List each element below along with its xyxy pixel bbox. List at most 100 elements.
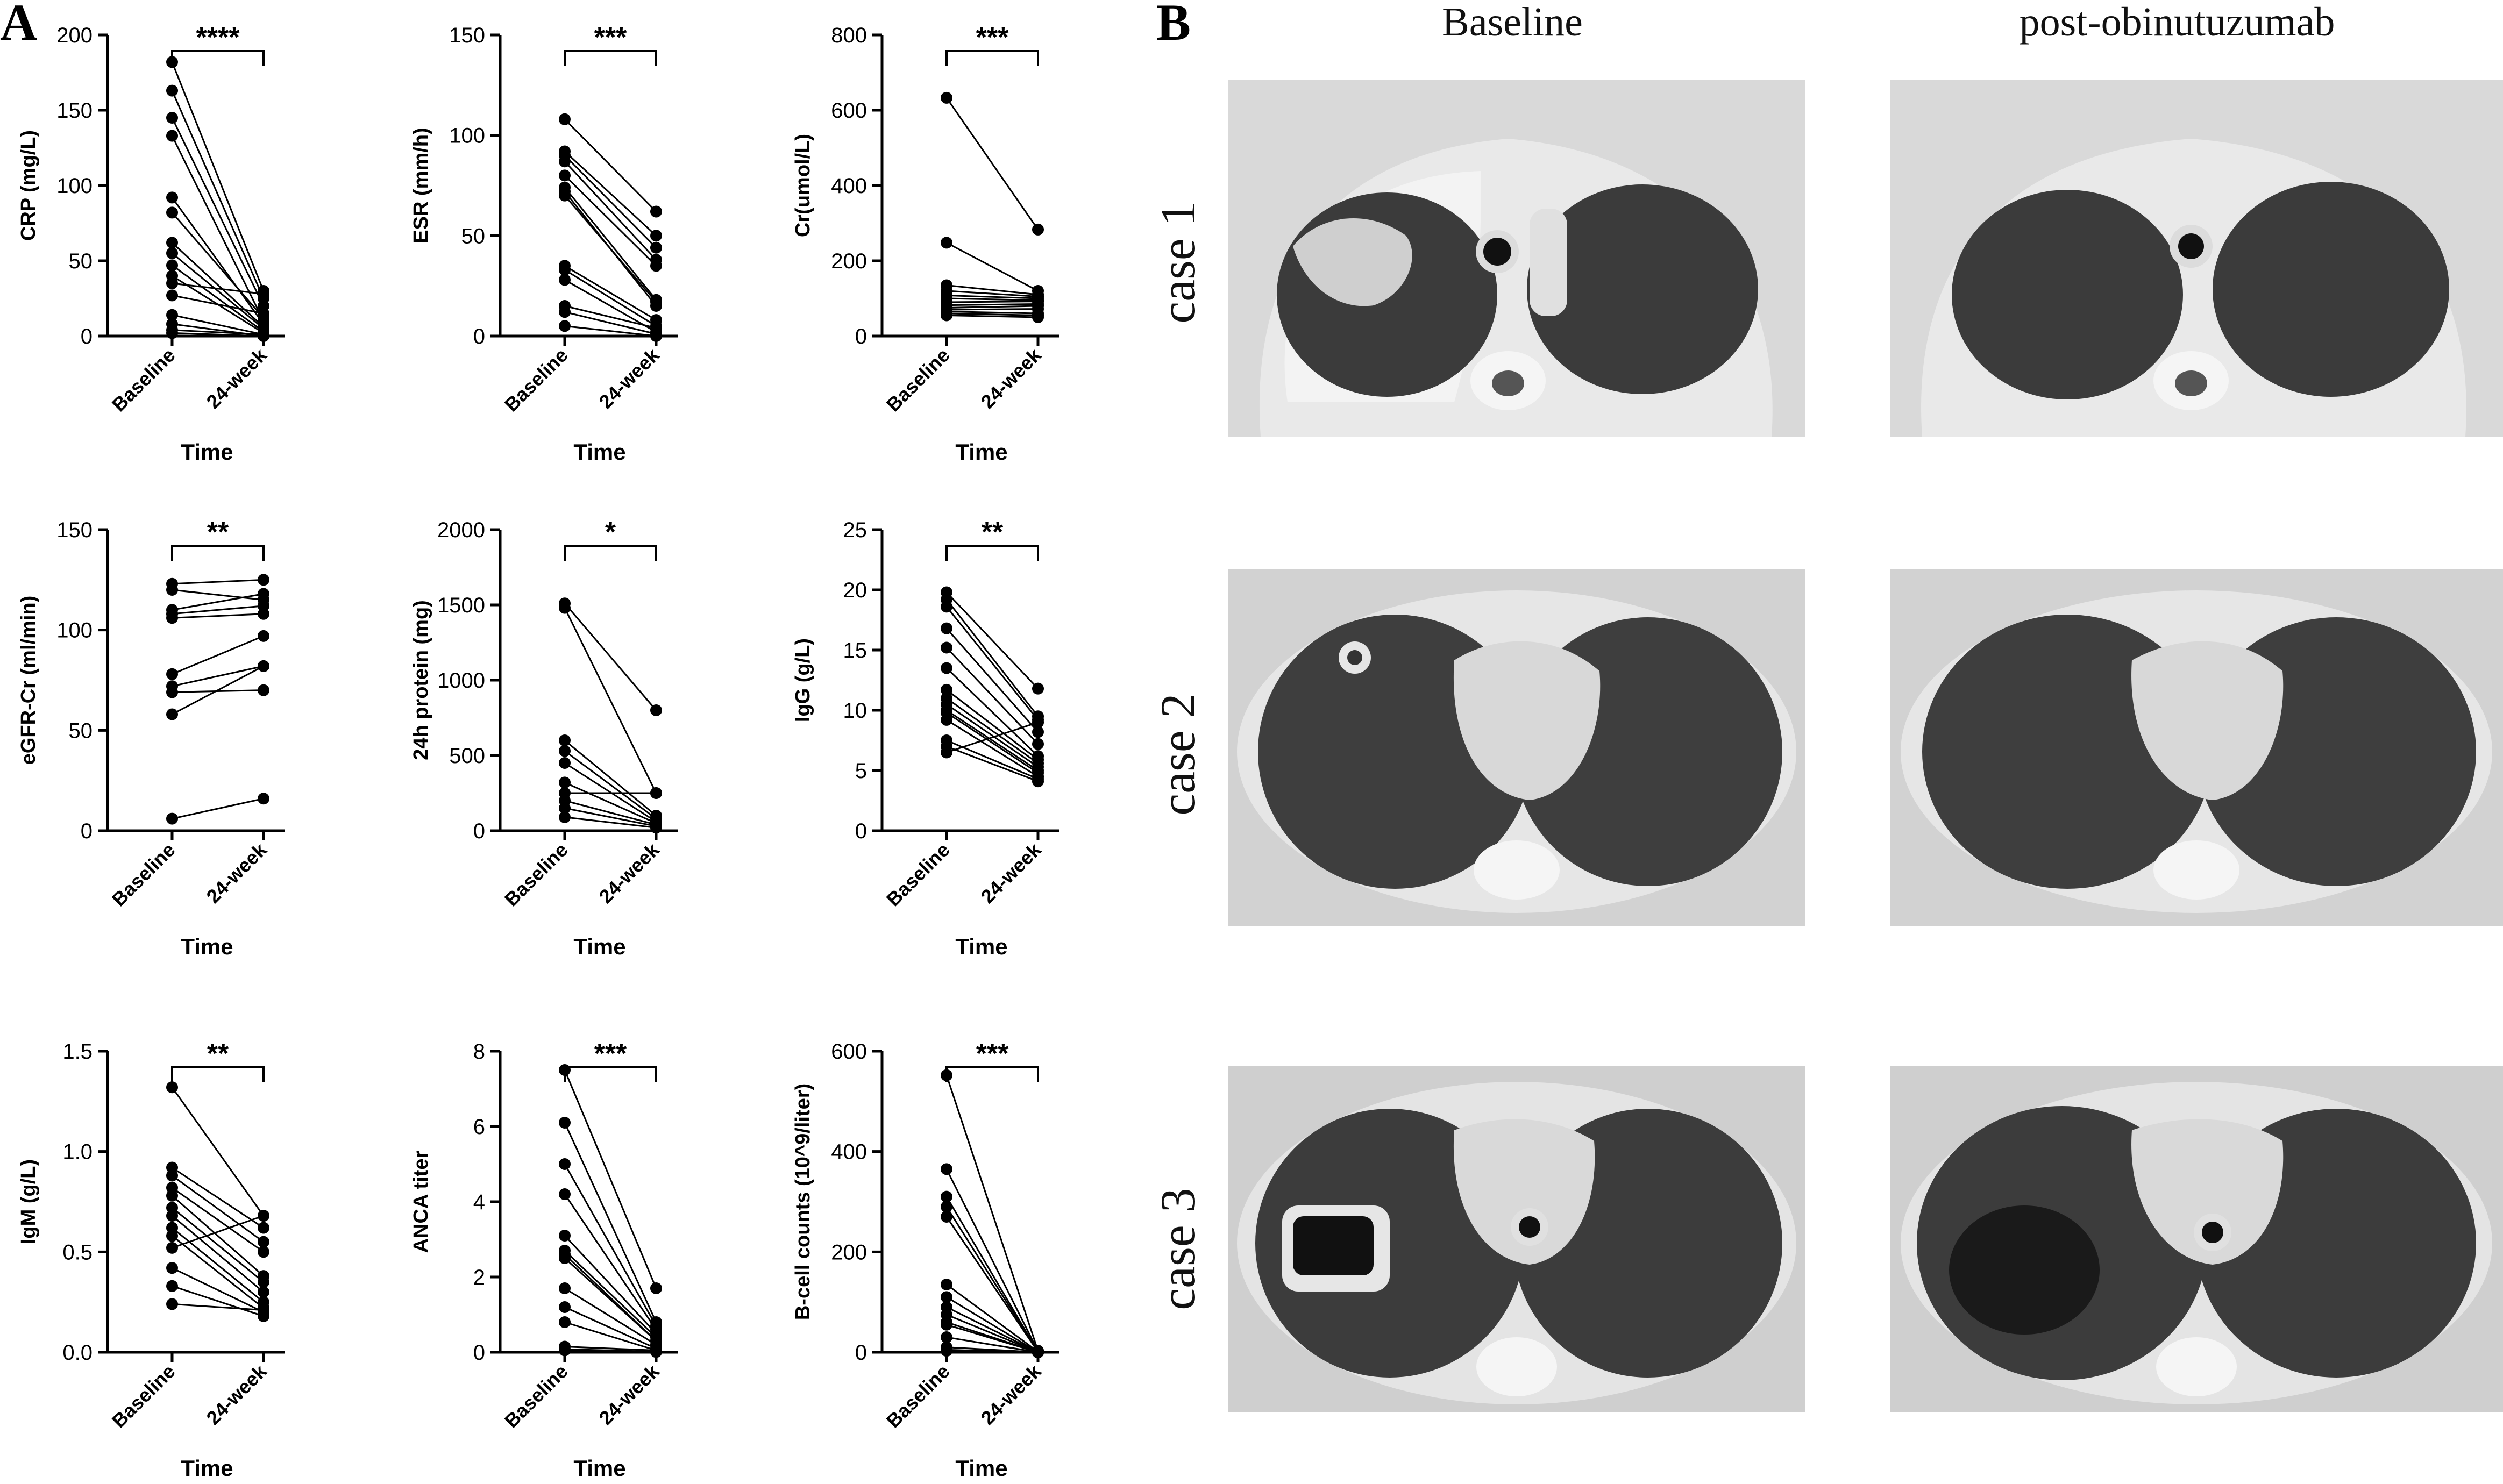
chart-2-week24-point (650, 205, 662, 218)
chart-9-significance-label: *** (976, 1038, 1009, 1069)
chart-1-pair-line (172, 314, 264, 336)
case-label-1: case 1 (1150, 201, 1205, 324)
chart-9-pair-line (946, 1350, 1039, 1353)
chart-2-pair-line (564, 187, 657, 301)
chart-4-y-tick-label: 150 (56, 518, 93, 542)
chart-1-pair-line (172, 294, 264, 315)
chart-5-y-tick-label: 1500 (437, 594, 485, 617)
chart-2-baseline-point (559, 189, 571, 202)
chart-8-pair-line (564, 1164, 657, 1326)
chart-5-baseline-point (559, 757, 571, 769)
chart-3-baseline-point (941, 91, 952, 104)
chart-6-week24-point (1032, 775, 1044, 788)
chart-1-week24-point (258, 288, 269, 300)
chart-3-significance-bracket (945, 50, 1039, 66)
chart-2-baseline-point (559, 306, 571, 318)
chart-2-y-tick-label: 100 (449, 124, 485, 148)
chart-8-pair-line (564, 1350, 657, 1353)
chart-9-baseline-point (941, 1331, 952, 1343)
chart-7-week24-point (258, 1236, 269, 1248)
chart-6-baseline-point (941, 714, 952, 726)
chart-8-y-axis-title: ANCA titer (410, 1150, 432, 1253)
chart-7-pair-line (172, 1285, 264, 1317)
chart-4-week24-point (258, 588, 269, 600)
case-label-3: case 3 (1150, 1188, 1205, 1310)
chart-7-week24-point (258, 1286, 269, 1298)
chart-7-pair-line (172, 1303, 264, 1311)
chart-7-pair-line (172, 1267, 264, 1313)
ct-case1-post-image (1890, 80, 2503, 437)
chart-1-baseline-point (166, 112, 178, 124)
case-label-2: case 2 (1150, 693, 1205, 816)
chart-1-baseline-point (166, 289, 178, 302)
chart-4-week24-point (258, 608, 269, 620)
chart-3-pair-line (946, 303, 1039, 306)
chart-3-pair-line (946, 297, 1039, 301)
chart-9-x-axis-title: Time (955, 1456, 1007, 1481)
chart-2-pair-line (564, 195, 657, 303)
chart-7-week24-point (258, 1222, 269, 1234)
chart-7-pair-line (172, 1235, 264, 1309)
chart-7-baseline-point (166, 1280, 178, 1292)
chart-9-baseline-point (941, 1069, 952, 1081)
chart-6-pair-line (946, 739, 1039, 780)
chart-2-pair-line (564, 269, 657, 327)
chart-9-x-tick-label: Baseline (882, 1360, 954, 1432)
chart-5-y-tick-label: 0 (473, 819, 485, 843)
chart-2-baseline-point (559, 155, 571, 168)
chart-1-x-axis-title: Time (181, 439, 233, 465)
chart-6-pair-line (946, 703, 1039, 768)
chart-4-pair-line (172, 635, 264, 675)
chart-4-x-tick-label: 24-week (202, 838, 272, 908)
chart-4-baseline-point (166, 708, 178, 720)
chart-2-pair-line (564, 154, 657, 248)
ct-case3-post-image (1890, 1066, 2503, 1412)
chart-7-week24-point (258, 1246, 269, 1258)
chart-6-baseline-point (941, 746, 952, 759)
chart-8-y-tick-label: 0 (473, 1341, 485, 1365)
chart-4-baseline-point (166, 686, 178, 698)
chart-8-baseline-point (559, 1064, 571, 1076)
chart-5-pair-line (564, 782, 657, 824)
chart-3-pair-line (946, 311, 1039, 315)
chart-5-y-tick-label: 1000 (437, 669, 485, 693)
chart-1-baseline-point (166, 130, 178, 142)
chart-7-baseline-point (166, 1189, 178, 1202)
chart-1-y-axis-title: CRP (mg/L) (17, 130, 40, 241)
chart-1-y-tick-label: 0 (81, 325, 93, 348)
chart-1-week24-point (258, 308, 269, 319)
chart-1-significance-label: **** (196, 22, 240, 53)
chart-1-baseline-point (166, 247, 178, 259)
chart-3-x-axis-title: Time (955, 439, 1007, 465)
chart-6-baseline-point (941, 601, 952, 613)
chart-9-x-tick-label: 24-week (977, 1360, 1046, 1429)
chart-6-y-tick-label: 15 (843, 639, 867, 662)
chart-6-pair-line (945, 598, 1039, 717)
chart-4-y-axis-title: eGFR-Cr (ml/min) (17, 596, 40, 765)
chart-6-y-tick-label: 10 (843, 699, 867, 723)
chart-8-pair-line (564, 1069, 657, 1289)
chart-9-pair-line (945, 1168, 1039, 1352)
chart-6-baseline-point (941, 683, 952, 696)
chart-6-x-tick-label: Baseline (882, 839, 954, 911)
chart-5-baseline-point (559, 802, 571, 814)
chart-2-pair-line (564, 311, 657, 335)
chart-4-y-tick-label: 0 (81, 819, 93, 843)
chart-6-x-tick-label: 24-week (977, 838, 1046, 908)
panel-label-a: A (0, 0, 38, 51)
chart-4-pair-line (172, 605, 264, 615)
chart-8-y-tick-label: 6 (473, 1115, 485, 1139)
chart-3-pair-line (946, 294, 1039, 299)
chart-6-week24-point (1032, 726, 1044, 738)
chart-7-pair-line (172, 1227, 264, 1303)
chart-1-x-tick-label: 24-week (202, 344, 272, 413)
chart-1-y-tick-label: 200 (56, 24, 93, 47)
chart-9-y-tick-label: 200 (831, 1240, 867, 1264)
chart-5-week24-point (650, 704, 662, 716)
chart-2-y-tick-label: 150 (449, 24, 485, 47)
chart-5-pair-line (564, 800, 657, 826)
chart-6-week24-point (1032, 738, 1044, 750)
chart-9-pair-line (945, 1075, 1039, 1351)
chart-5-x-axis-title: Time (573, 934, 625, 959)
chart-6-x-axis-title: Time (955, 934, 1007, 959)
